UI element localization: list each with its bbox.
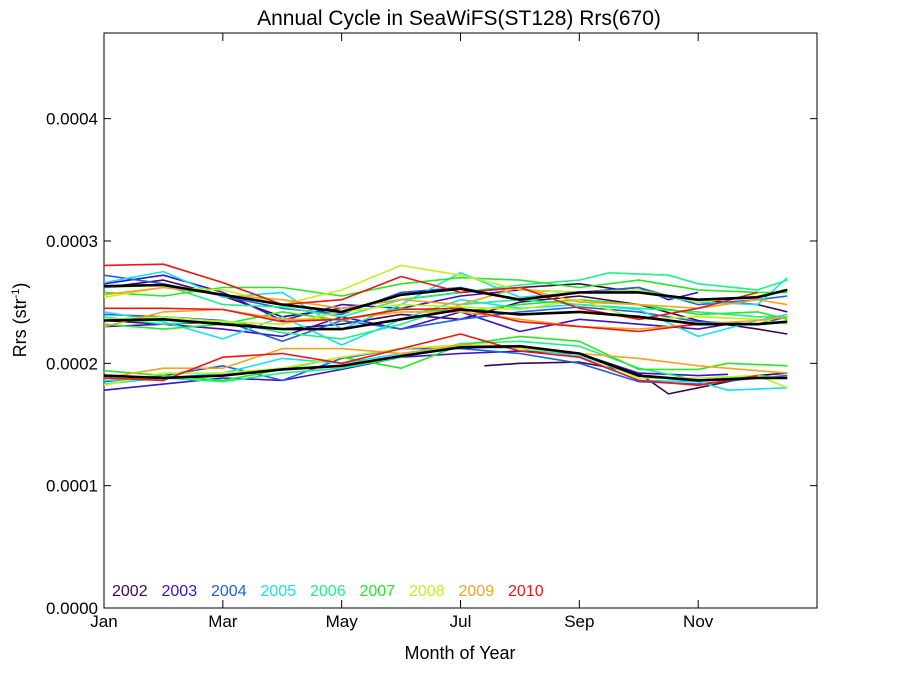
- y-tick-label: 0.0000: [46, 599, 98, 618]
- line-mean-0: [103, 344, 788, 382]
- line-2010-1: [104, 307, 758, 333]
- legend: 2002 2003 2004 2005 2006 2007 2008 2009 2010: [112, 583, 544, 600]
- y-axis-label-close: ): [10, 283, 30, 289]
- legend-2008: 2008: [409, 583, 445, 600]
- y-tick-label: 0.0001: [46, 477, 98, 496]
- x-tick-label: Nov: [683, 612, 714, 631]
- line-mean-1: [103, 308, 788, 331]
- legend-2003: 2003: [162, 583, 198, 600]
- line-2003-1: [103, 311, 729, 338]
- legend-2005: 2005: [261, 583, 297, 600]
- x-tick-label: Sep: [564, 612, 594, 631]
- line-2009-0: [103, 344, 788, 379]
- line-2007-2: [103, 276, 788, 297]
- line-2006-2: [103, 271, 788, 318]
- legend-2009: 2009: [459, 583, 495, 600]
- line-2010-0: [103, 333, 758, 387]
- y-tick-label: 0.0004: [46, 110, 98, 129]
- line-mean-2: [103, 283, 788, 314]
- y-tick-label: 0.0003: [46, 232, 98, 251]
- series-layer: [103, 263, 788, 395]
- line-2005-1: [103, 298, 788, 346]
- x-axis: Jan Mar May Jul Sep Nov: [90, 33, 714, 631]
- x-tick-label: Jan: [90, 612, 117, 631]
- y-axis-label-main: Rrs (str: [10, 298, 30, 357]
- legend-2006: 2006: [310, 583, 346, 600]
- x-tick-label: Jul: [450, 612, 472, 631]
- x-tick-label: Mar: [208, 612, 238, 631]
- series-mean: [103, 283, 788, 382]
- y-axis-label-superscript: -1: [10, 289, 22, 299]
- legend-2010: 2010: [508, 583, 544, 600]
- legend-2007: 2007: [360, 583, 396, 600]
- chart-title: Annual Cycle in SeaWiFS(ST128) Rrs(670): [257, 7, 661, 30]
- line-2008-2: [103, 264, 788, 306]
- line-2008-1: [103, 298, 788, 326]
- x-axis-label: Month of Year: [404, 643, 515, 663]
- y-tick-label: 0.0002: [46, 354, 98, 373]
- legend-2002: 2002: [112, 583, 148, 600]
- y-axis: 0.0000 0.0001 0.0002 0.0003 0.0004: [46, 110, 817, 618]
- legend-2004: 2004: [211, 583, 247, 600]
- x-tick-label: May: [326, 612, 359, 631]
- y-axis-label: Rrs (str-1): [10, 283, 30, 358]
